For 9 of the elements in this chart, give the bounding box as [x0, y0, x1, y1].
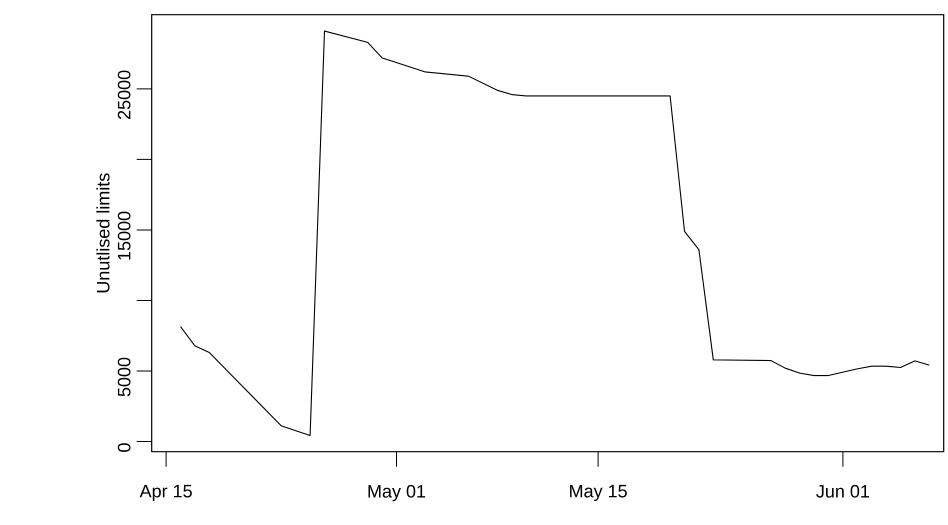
y-tick-label: 5000: [118, 358, 130, 396]
y-tick-label: 0: [118, 443, 130, 452]
y-tick-label: 15000: [118, 212, 130, 260]
x-tick-label: Apr 15: [140, 484, 192, 502]
x-tick-label: May 15: [570, 484, 627, 502]
x-tick-label: May 01: [368, 484, 426, 502]
y-axis-title: Unutlised limits: [96, 173, 110, 292]
y-tick-label: 25000: [118, 70, 130, 120]
x-tick-label: Jun 01: [816, 484, 870, 498]
